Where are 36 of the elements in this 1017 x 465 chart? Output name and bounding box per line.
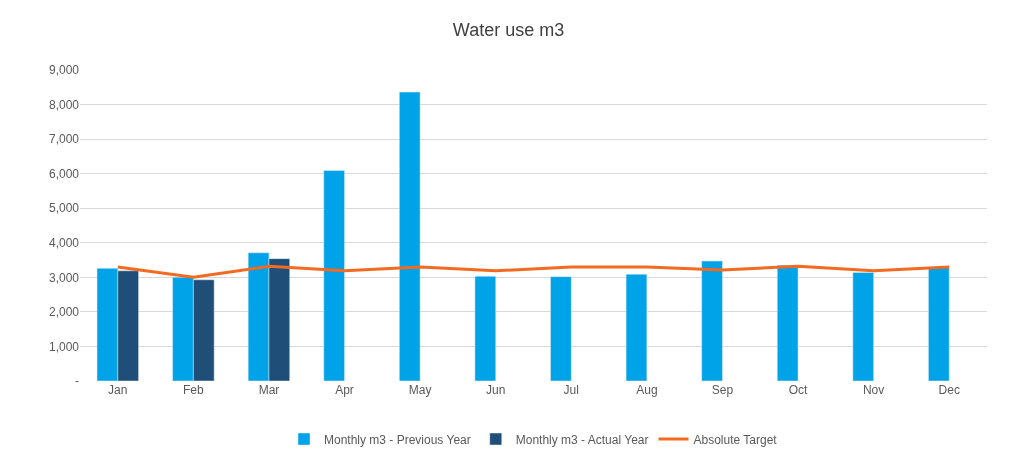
bar bbox=[852, 272, 874, 381]
bar bbox=[701, 260, 723, 381]
legend-label: Monthly m3 - Actual Year bbox=[515, 432, 649, 447]
x-tick-label: Oct bbox=[788, 383, 809, 397]
y-tick-label: 7,000 bbox=[48, 132, 80, 147]
bar bbox=[474, 276, 496, 381]
y-tick-label: 5,000 bbox=[48, 201, 80, 216]
x-tick-label: Aug bbox=[636, 383, 658, 397]
legend-label: Absolute Target bbox=[693, 432, 778, 447]
legend-label: Monthly m3 - Previous Year bbox=[324, 432, 471, 447]
bar bbox=[399, 91, 421, 381]
line-series bbox=[116, 264, 951, 279]
chart-title: Water use m3 bbox=[452, 19, 565, 40]
x-tick-label: Feb bbox=[183, 383, 205, 397]
x-tick-label: Jul bbox=[563, 383, 579, 397]
x-tick-label: Dec bbox=[938, 383, 960, 397]
y-tick-label: 3,000 bbox=[48, 270, 80, 285]
bar bbox=[625, 273, 648, 381]
x-tick-label: Sep bbox=[711, 383, 734, 397]
x-tick-label: Nov bbox=[862, 383, 885, 397]
bar bbox=[928, 267, 950, 381]
y-tick-label: 9,000 bbox=[48, 63, 80, 78]
x-tick-label: Apr bbox=[335, 383, 354, 397]
bar bbox=[777, 264, 799, 381]
y-tick-label: 1,000 bbox=[48, 339, 80, 354]
y-tick-label: 8,000 bbox=[48, 97, 80, 112]
y-tick-label: 2,000 bbox=[48, 305, 80, 320]
y-tick-label: 4,000 bbox=[48, 235, 80, 250]
x-tick-label: Jan bbox=[108, 383, 128, 397]
x-tick-label: Mar bbox=[258, 383, 280, 397]
bar bbox=[550, 276, 572, 381]
x-tick-label: May bbox=[408, 383, 432, 397]
x-tick-label: Jun bbox=[486, 383, 506, 397]
y-tick-label: 6,000 bbox=[48, 166, 80, 181]
y-tick-label: - bbox=[75, 374, 79, 389]
bar bbox=[323, 170, 345, 381]
